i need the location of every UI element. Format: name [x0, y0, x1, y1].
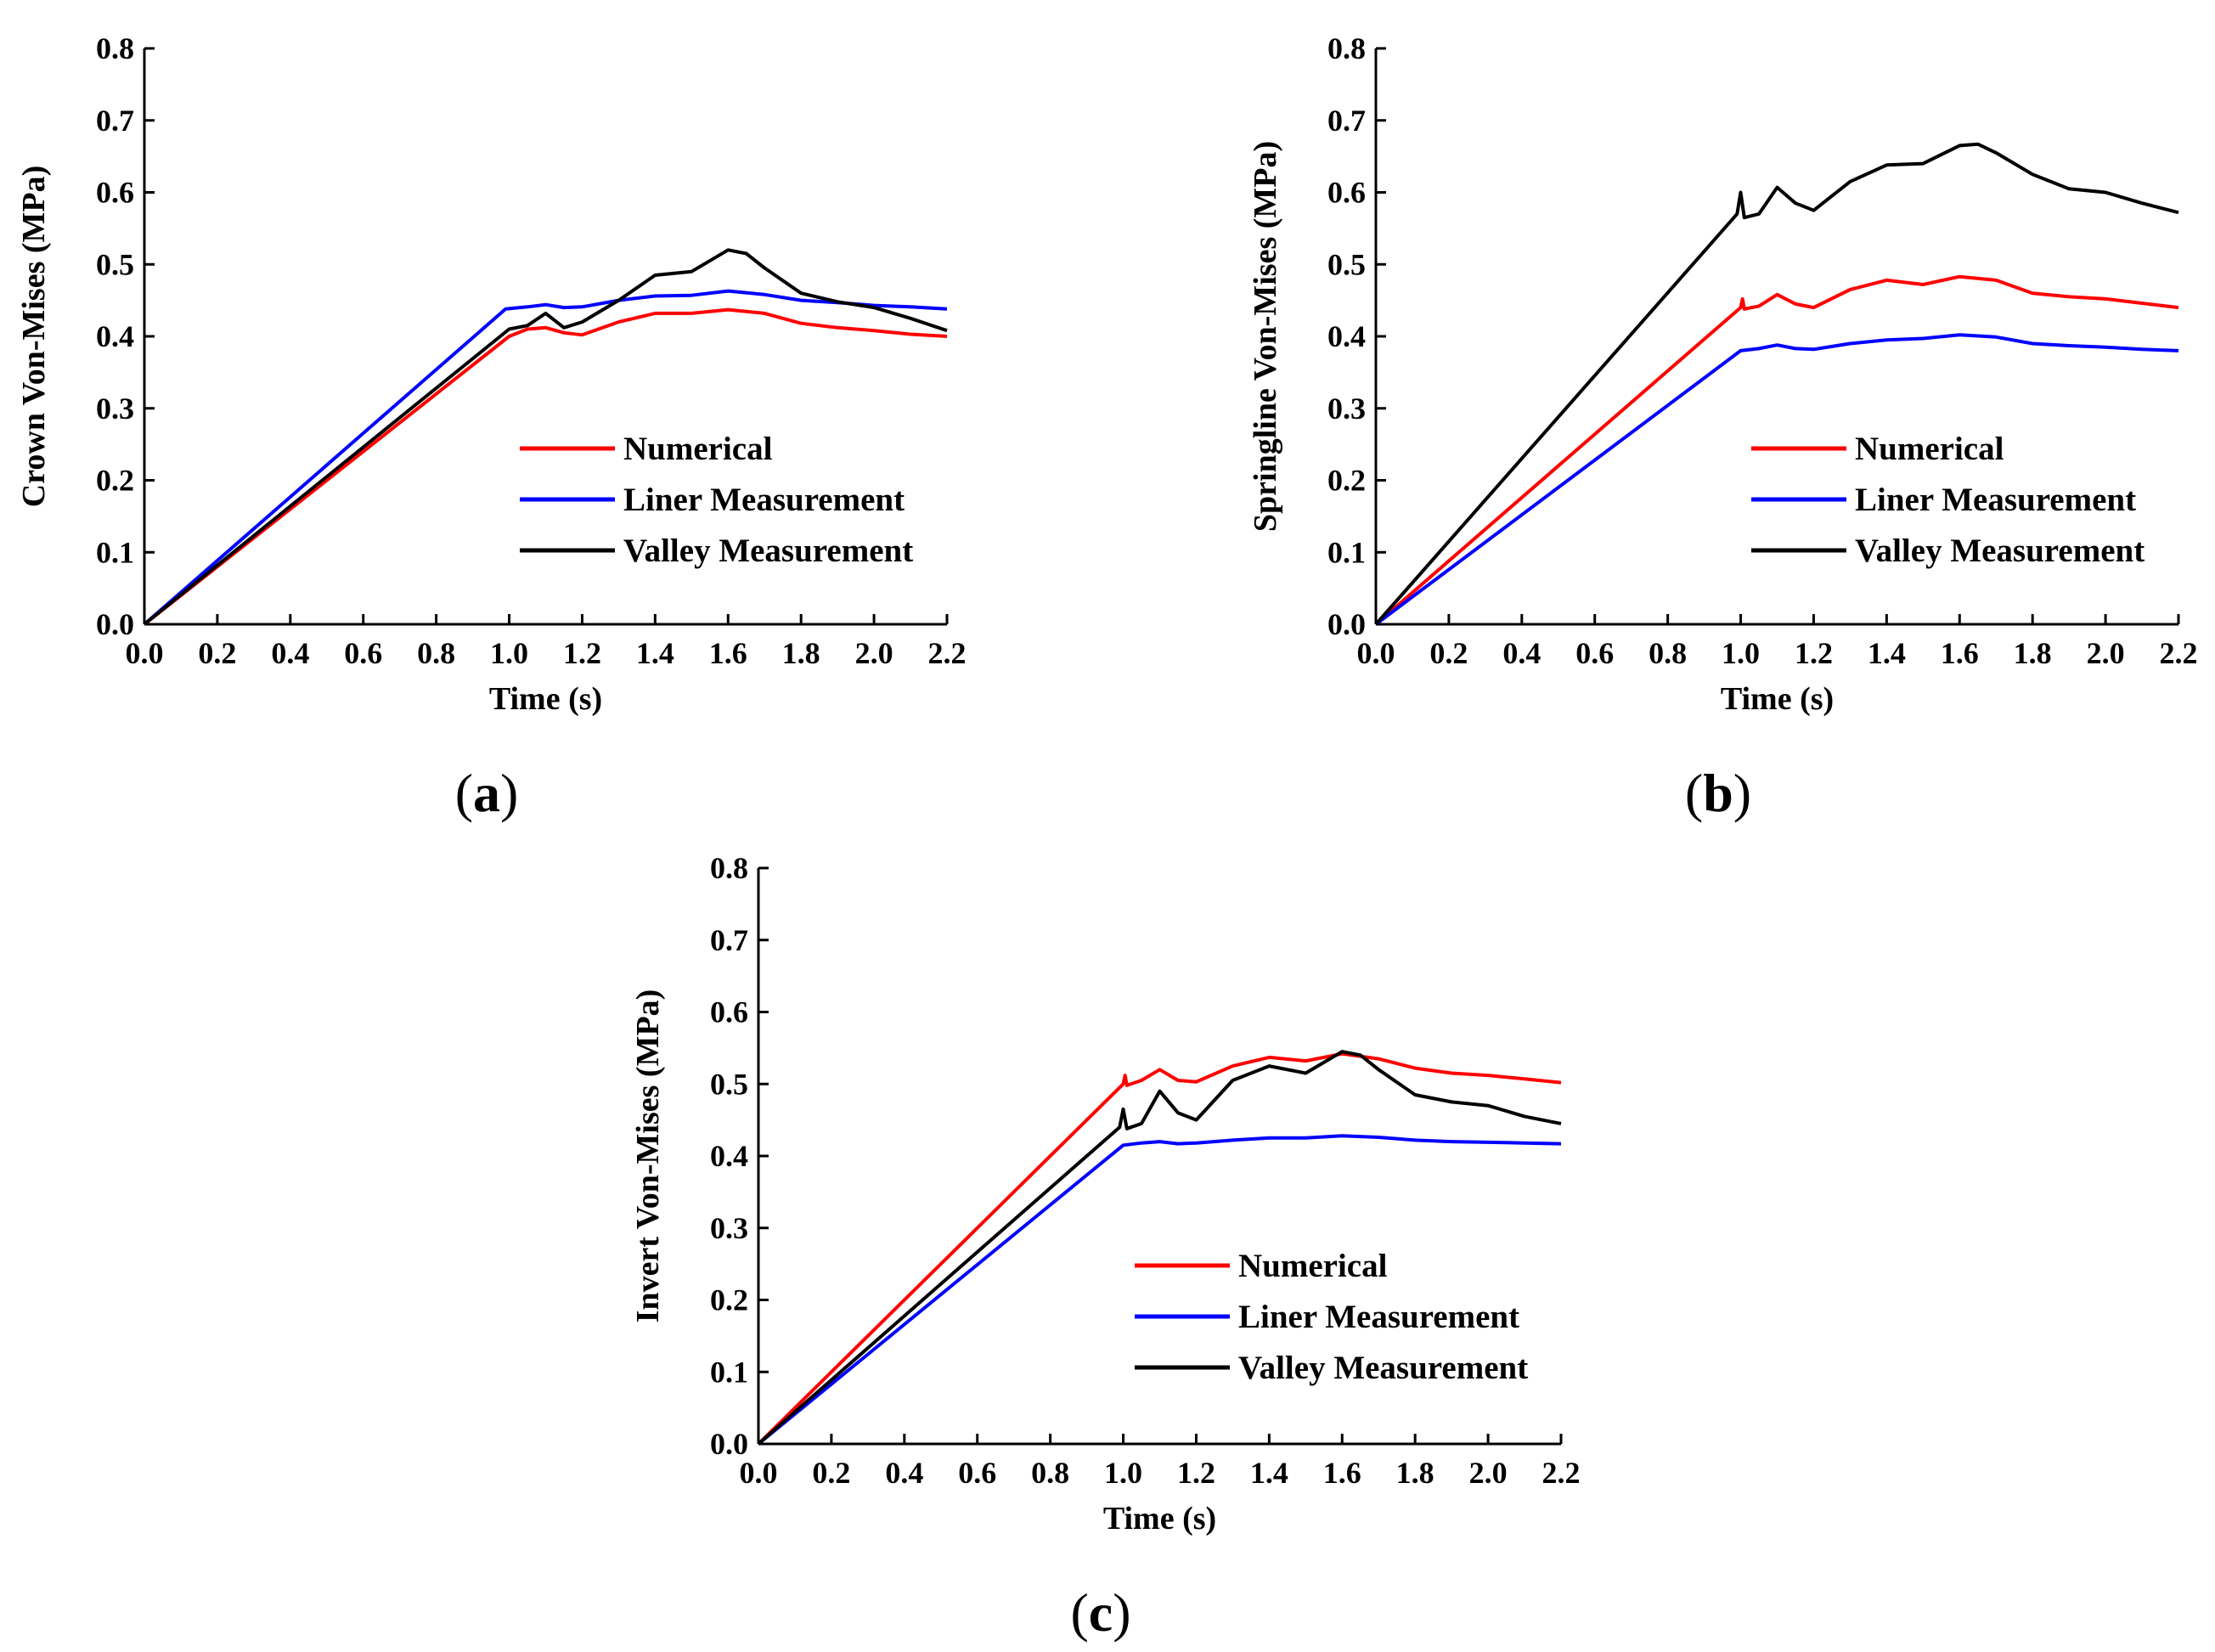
x-tick-label: 1.0	[490, 636, 528, 670]
y-tick-label: 0.7	[710, 923, 748, 957]
y-tick-label: 0.4	[1327, 319, 1366, 353]
series-line-liner-measurement	[757, 1134, 1562, 1446]
legend-label: Liner Measurement	[1855, 482, 2136, 518]
x-tick-label: 1.4	[1250, 1456, 1288, 1490]
y-axis-label: Crown Von-Mises (MPa)	[16, 166, 52, 508]
x-tick-label: 1.2	[1795, 636, 1833, 670]
y-tick-label: 0.3	[710, 1211, 748, 1245]
x-tick-label: 1.6	[1941, 636, 1979, 670]
panel-caption: (b)	[1685, 763, 1751, 823]
x-tick-label: 0.8	[1031, 1456, 1069, 1490]
series-line-numerical	[1374, 274, 2179, 626]
x-tick-label: 0.6	[344, 636, 382, 670]
y-tick-label: 0.4	[96, 319, 134, 353]
chart-panel-a: 0.0 0.1 0.2 0.3 0.4 0.5 0.6 0.7 0.8 0.0 0.2 0.4 0.6 0…	[16, 31, 967, 823]
chart-panel-c: 0.0 0.1 0.2 0.3 0.4 0.5 0.6 0.7 0.8 0.0 0.2 0.4 0.6 0…	[630, 851, 1581, 1643]
x-tick-label: 2.0	[1469, 1456, 1508, 1490]
y-tick-label: 0.8	[96, 31, 134, 65]
x-tick-label: 0.6	[958, 1456, 996, 1490]
x-tick-label: 0.0	[126, 636, 164, 670]
y-tick-label: 0.6	[710, 995, 748, 1029]
y-tick-label: 0.5	[96, 247, 134, 281]
panel-caption: (c)	[1070, 1582, 1130, 1643]
y-axis-label: Springline Von-Mises (MPa)	[1248, 141, 1283, 532]
y-tick-label: 0.2	[710, 1283, 748, 1317]
series-line-liner-measurement	[1374, 333, 2179, 626]
y-tick-label: 0.5	[710, 1067, 748, 1101]
y-tick-label: 0.0	[96, 607, 134, 641]
y-axis-label: Invert Von-Mises (MPa)	[630, 990, 666, 1323]
y-tick-label: 0.1	[96, 535, 134, 569]
y-tick-label: 0.0	[1327, 607, 1366, 641]
x-tick-label: 0.4	[885, 1456, 923, 1490]
x-tick-label: 0.4	[271, 636, 309, 670]
y-tick-label: 0.3	[1327, 392, 1366, 426]
x-tick-label: 2.2	[1542, 1456, 1581, 1490]
y-tick-label: 0.4	[710, 1139, 748, 1173]
legend-label: Liner Measurement	[623, 482, 905, 518]
x-tick-label: 1.6	[709, 636, 747, 670]
x-tick-label: 0.2	[198, 636, 236, 670]
x-tick-label: 1.2	[1177, 1456, 1215, 1490]
legend-label: Numerical	[1238, 1248, 1388, 1284]
x-tick-label: 1.0	[1722, 636, 1760, 670]
legend-label: Numerical	[623, 431, 773, 467]
x-tick-label: 0.8	[1649, 636, 1687, 670]
y-tick-label: 0.7	[96, 104, 134, 138]
x-tick-label: 1.4	[636, 636, 674, 670]
x-axis-label: Time (s)	[1721, 681, 1834, 717]
legend-label: Valley Measurement	[1855, 533, 2145, 569]
legend-label: Numerical	[1855, 431, 2004, 467]
series-line-valley-measurement	[757, 1050, 1562, 1446]
x-tick-label: 0.2	[812, 1456, 850, 1490]
chart-panel-b: 0.0 0.1 0.2 0.3 0.4 0.5 0.6 0.7 0.8 0.0 0.2 0.4 0.6 0…	[1248, 31, 2198, 823]
x-tick-label: 2.2	[928, 636, 967, 670]
y-tick-label: 0.1	[1327, 535, 1366, 569]
y-tick-label: 0.5	[1327, 247, 1366, 281]
x-tick-label: 0.8	[417, 636, 455, 670]
legend-label: Valley Measurement	[1238, 1350, 1528, 1386]
x-tick-label: 0.6	[1575, 636, 1614, 670]
legend-label: Valley Measurement	[623, 533, 913, 569]
x-tick-label: 1.8	[2014, 636, 2052, 670]
x-tick-label: 0.0	[740, 1456, 778, 1490]
y-tick-label: 0.8	[1327, 31, 1366, 65]
y-tick-label: 0.0	[710, 1427, 748, 1461]
y-tick-label: 0.1	[710, 1355, 748, 1389]
x-axis-label: Time (s)	[489, 681, 602, 717]
x-tick-label: 1.8	[1396, 1456, 1434, 1490]
x-tick-label: 1.0	[1104, 1456, 1142, 1490]
y-tick-label: 0.2	[96, 464, 134, 498]
series-line-numerical	[757, 1052, 1562, 1446]
series-line-liner-measurement	[143, 289, 948, 626]
y-tick-label: 0.7	[1327, 104, 1366, 138]
y-tick-label: 0.2	[1327, 464, 1366, 498]
series-line-valley-measurement	[1374, 142, 2179, 626]
y-tick-label: 0.6	[96, 176, 134, 210]
x-tick-label: 2.0	[2087, 636, 2125, 670]
x-tick-label: 1.6	[1323, 1456, 1361, 1490]
x-tick-label: 0.4	[1502, 636, 1541, 670]
x-tick-label: 1.2	[563, 636, 601, 670]
x-tick-label: 1.8	[782, 636, 820, 670]
x-tick-label: 2.0	[855, 636, 893, 670]
y-tick-label: 0.3	[96, 392, 134, 426]
x-axis-label: Time (s)	[1103, 1501, 1216, 1536]
x-tick-label: 2.2	[2160, 636, 2198, 670]
x-tick-label: 0.0	[1357, 636, 1395, 670]
legend-label: Liner Measurement	[1238, 1299, 1519, 1335]
y-tick-label: 0.6	[1327, 176, 1366, 210]
series-line-valley-measurement	[143, 248, 948, 626]
panel-caption: (a)	[455, 763, 519, 823]
y-tick-label: 0.8	[710, 851, 748, 885]
x-tick-label: 1.4	[1868, 636, 1906, 670]
x-tick-label: 0.2	[1429, 636, 1468, 670]
series-line-numerical	[143, 307, 948, 626]
